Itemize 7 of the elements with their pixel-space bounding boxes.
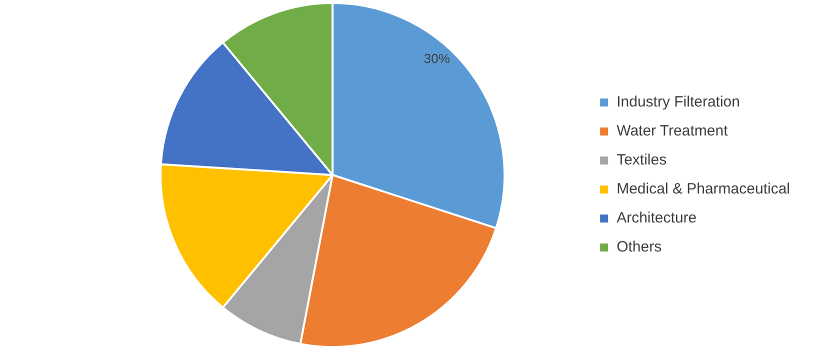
legend-label: Others bbox=[616, 238, 662, 256]
legend-label: Industry Filteration bbox=[616, 94, 740, 111]
legend-label: Water Treatment bbox=[616, 122, 729, 140]
legend-label: Medical & Pharmaceutical bbox=[616, 180, 790, 198]
data-label: 30% bbox=[424, 50, 450, 66]
legend-label: Architecture bbox=[616, 210, 697, 227]
legend-label: Textiles bbox=[616, 152, 667, 169]
